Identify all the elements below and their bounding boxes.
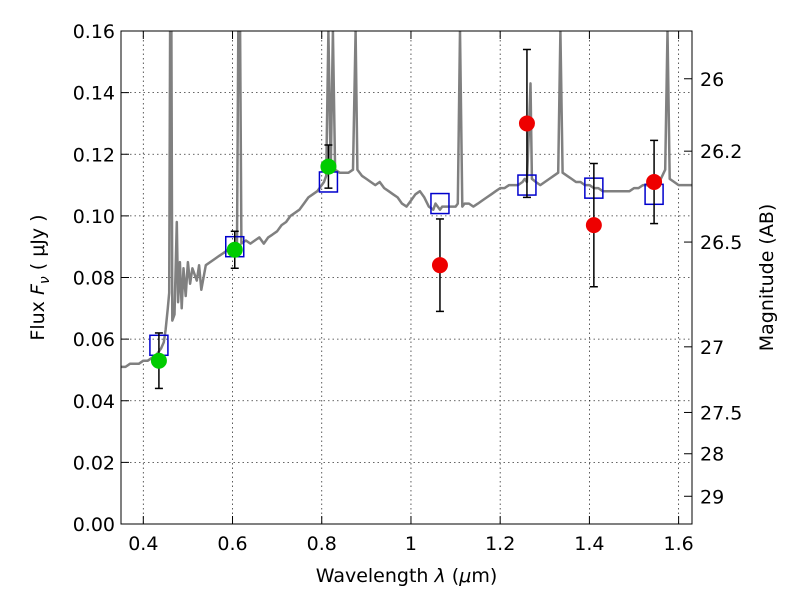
y-axis-title-symbol: F — [27, 283, 49, 295]
x-tick-label: 1 — [405, 533, 417, 555]
y-axis-title-text: Flux — [27, 301, 49, 341]
grid — [121, 30, 692, 525]
model-photometry-square — [430, 192, 450, 215]
x-axis-title-unit-open: ( — [446, 565, 459, 587]
y2-tick-label: 28 — [700, 444, 724, 466]
y-tick-label: 0.04 — [73, 391, 115, 413]
y-tick-label: 0.02 — [73, 452, 115, 474]
y-tick-label: 0.06 — [73, 329, 115, 351]
x-axis-title-unit-mu: μ — [458, 565, 471, 587]
y2-tick-label: 26.2 — [700, 141, 742, 163]
y-tick-label: 0.16 — [73, 21, 115, 43]
observed-point — [226, 241, 243, 258]
x-tick-label: 1.2 — [485, 533, 515, 555]
x-axis-title-unit-rest: m) — [471, 565, 497, 587]
y2-tick-label: 26 — [700, 69, 724, 91]
observed-point — [150, 352, 167, 369]
y-tick-label: 0.12 — [73, 144, 115, 166]
observed-point — [518, 115, 535, 132]
y2-tick-label: 27.5 — [700, 402, 742, 424]
y-axis-title: Flux Fν ( μJy ) — [27, 214, 53, 340]
x-axis-title-text: Wavelength — [316, 565, 429, 587]
y2-tick-label: 29 — [700, 486, 724, 508]
spectrum-line — [121, 31, 692, 369]
y-tick-label: 0.10 — [73, 206, 115, 228]
ticks: 0.4 0.6 0.8 1 1.2 1.4 1.6 0.00 0.02 0.04 0.06 0.08 0… — [73, 21, 743, 555]
observed-point — [585, 217, 602, 234]
x-tick-label: 0.8 — [307, 533, 337, 555]
x-tick-label: 0.6 — [217, 533, 247, 555]
y-tick-label: 0.14 — [73, 83, 115, 105]
observed-point — [320, 158, 337, 175]
x-axis-title-symbol: λ — [434, 565, 446, 587]
y-axis-title-subscript: ν — [37, 276, 53, 284]
x-axis-title: Wavelength λ (μm) — [316, 565, 497, 587]
y-tick-label: 0.08 — [73, 268, 115, 290]
y2-tick-label: 26.5 — [700, 232, 742, 254]
observed-point — [646, 173, 663, 190]
y2-axis-title: Magnitude (AB) — [756, 204, 778, 352]
data-layer — [121, 31, 692, 390]
y-axis-title-unit: ( μJy ) — [27, 214, 49, 270]
y-tick-label: 0.00 — [73, 514, 115, 536]
x-tick-label: 0.4 — [128, 533, 158, 555]
x-tick-label: 1.6 — [664, 533, 694, 555]
y2-tick-label: 27 — [700, 337, 724, 359]
observed-point — [431, 257, 448, 274]
x-tick-label: 1.4 — [574, 533, 604, 555]
